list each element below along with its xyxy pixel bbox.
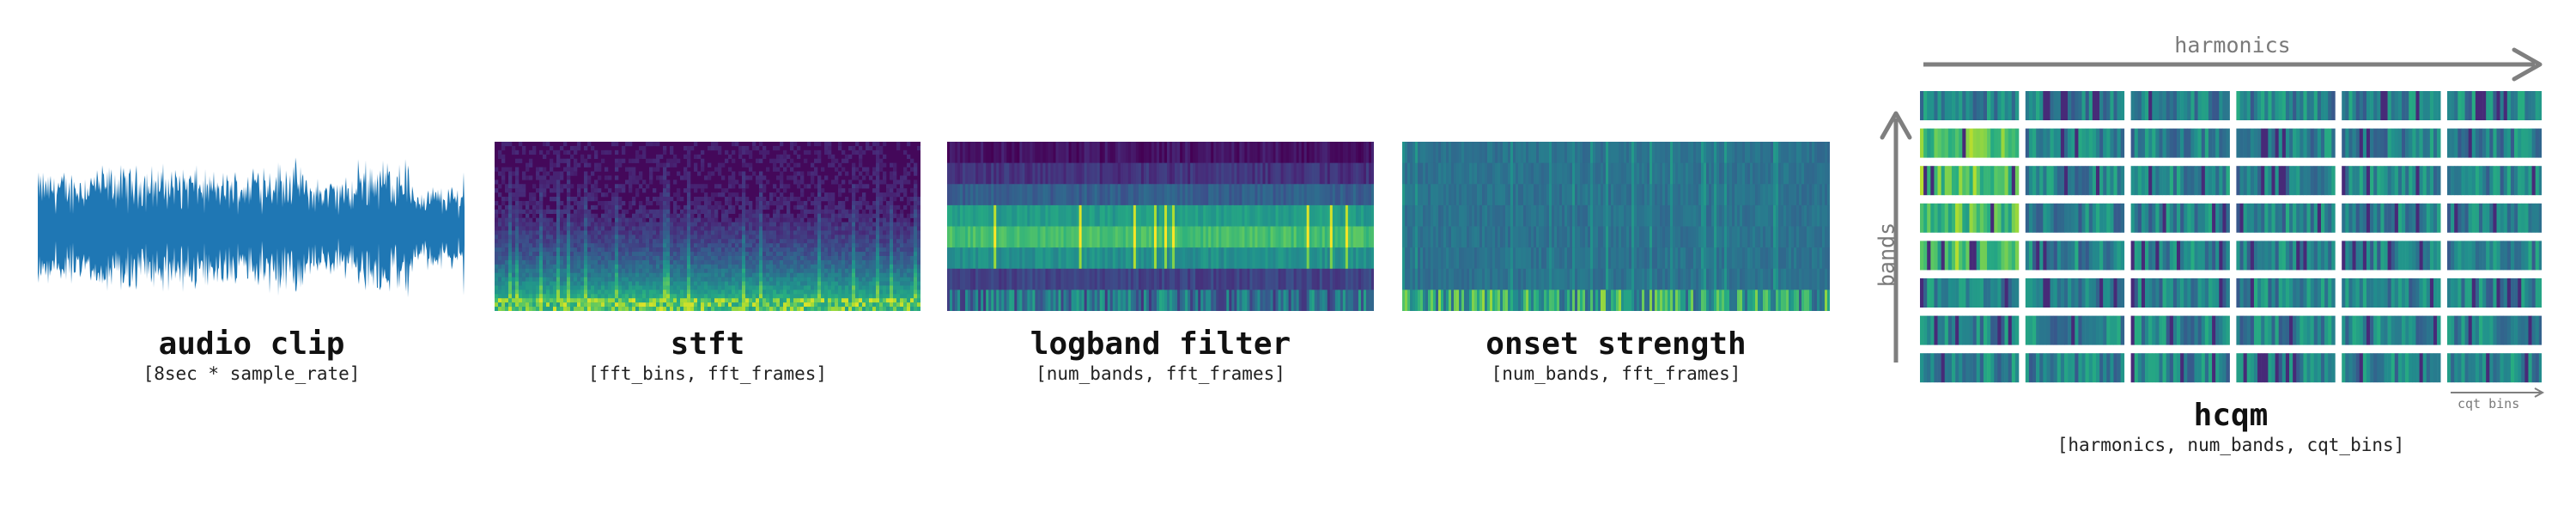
hcqm-tile: [2236, 353, 2336, 383]
hcqm-tile: [2447, 91, 2542, 120]
panel-title-stft: stft: [670, 326, 745, 362]
hcqm-tile: [2130, 166, 2230, 196]
hcqm-tile: [2130, 353, 2230, 383]
panel-title-logband: logband filter: [1030, 326, 1291, 362]
stft-spectrogram: [495, 142, 920, 311]
hcqm-tile: [2447, 278, 2542, 308]
hcqm-tile: [2130, 278, 2230, 308]
hcqm-tile: [2025, 128, 2125, 158]
hcqm-tile: [2447, 203, 2542, 233]
hcqm-tile: [2025, 315, 2125, 345]
hcqm-tile: [2236, 166, 2336, 196]
panel-shape-onset: [num_bands, fft_frames]: [1491, 363, 1741, 384]
panel-shape-stft: [fft_bins, fft_frames]: [587, 363, 828, 384]
panel-shape-logband: [num_bands, fft_frames]: [1036, 363, 1285, 384]
hcqm-tile: [2025, 241, 2125, 271]
hcqm-tile: [2236, 315, 2336, 345]
hcqm-tile: [2447, 241, 2542, 271]
hcqm-tile: [2025, 278, 2125, 308]
audio-waveform: [38, 157, 465, 298]
hcqm-tile: [2130, 203, 2230, 233]
hcqm-tile: [2342, 315, 2441, 345]
hcqm-tile: [2447, 315, 2542, 345]
hcqm-tile: [2342, 91, 2441, 120]
onset-heatmap: [1402, 142, 1830, 311]
hcqm-tile: [2342, 166, 2441, 196]
hcqm-y-axis-label: bands: [1874, 222, 1899, 288]
panel-shape-hcqm: [harmonics, num_bands, cqt_bins]: [2057, 435, 2405, 455]
hcqm-tile: [1920, 128, 2020, 158]
hcqm-tile: [2130, 91, 2230, 120]
hcqm-tile: [2342, 353, 2441, 383]
hcqm-tile: [2342, 241, 2441, 271]
hcqm-cqt-bins-label: cqt bins: [2458, 396, 2520, 411]
hcqm-tile: [2130, 241, 2230, 271]
panel-shape-audio: [8sec * sample_rate]: [143, 363, 361, 384]
hcqm-tile: [1920, 166, 2020, 196]
hcqm-tile: [2447, 128, 2542, 158]
hcqm-tile: [2447, 353, 2542, 383]
hcqm-axes-arrows: [1880, 47, 2545, 398]
hcqm-tile: [2025, 203, 2125, 233]
hcqm-tile: [2130, 128, 2230, 158]
hcqm-tile: [2130, 315, 2230, 345]
hcqm-grid: [1920, 91, 2542, 383]
hcqm-x-axis-label: harmonics: [2174, 33, 2291, 58]
hcqm-tile: [2025, 353, 2125, 383]
panel-title-audio: audio clip: [158, 326, 345, 362]
hcqm-tile: [2236, 278, 2336, 308]
hcqm-tile: [1920, 353, 2020, 383]
hcqm-tile: [1920, 203, 2020, 233]
hcqm-tile: [2025, 166, 2125, 196]
hcqm-tile: [2236, 91, 2336, 120]
hcqm-tile: [2025, 91, 2125, 120]
hcqm-tile: [2342, 278, 2441, 308]
hcqm-tile: [2236, 203, 2336, 233]
waveform-shape: [38, 157, 465, 298]
hcqm-tile: [2447, 166, 2542, 196]
hcqm-tile: [2342, 128, 2441, 158]
hcqm-tile: [1920, 91, 2020, 120]
hcqm-tile: [2236, 241, 2336, 271]
panel-title-onset: onset strength: [1485, 326, 1747, 362]
hcqm-tile: [1920, 278, 2020, 308]
panel-title-hcqm: hcqm: [2193, 398, 2269, 433]
hcqm-tile: [1920, 241, 2020, 271]
logband-heatmap: [947, 142, 1374, 311]
hcqm-tile: [2342, 203, 2441, 233]
hcqm-tile: [1920, 315, 2020, 345]
hcqm-tile: [2236, 128, 2336, 158]
